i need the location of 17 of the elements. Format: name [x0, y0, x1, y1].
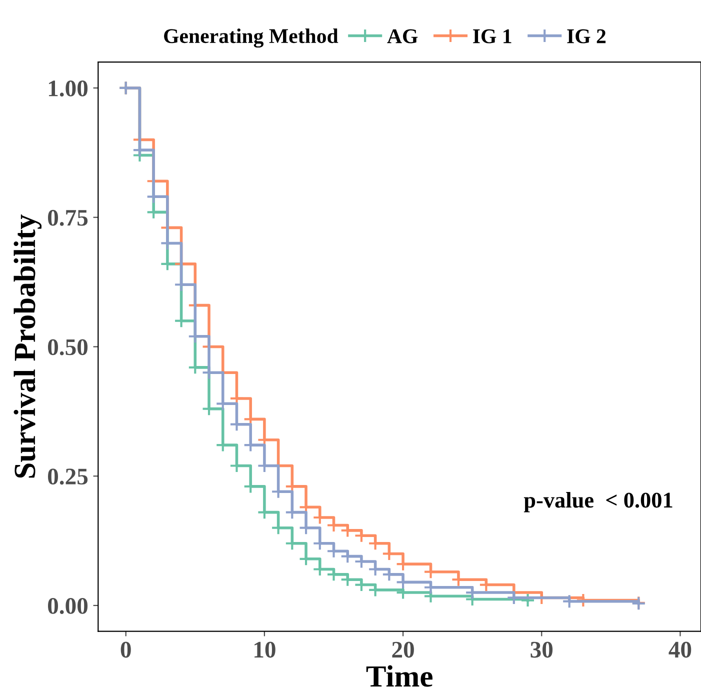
- x-tick-label: 30: [530, 642, 553, 658]
- x-axis-title: Time: [366, 665, 432, 687]
- y-tick-label: 1.00: [48, 80, 88, 97]
- x-tick-label: 0: [120, 642, 131, 658]
- x-tick-label: 20: [392, 642, 414, 658]
- y-axis-title: Survival Probability: [14, 214, 42, 478]
- y-tick-label: 0.50: [48, 339, 88, 356]
- y-tick-label: 0.75: [48, 210, 88, 226]
- legend-title: Generating Method: [164, 28, 338, 48]
- legend-label: AG: [387, 29, 418, 44]
- y-tick-label: 0.25: [48, 468, 88, 485]
- legend-label: IG 2: [567, 29, 606, 44]
- y-tick-label: 0.00: [48, 598, 88, 614]
- legend-label: IG 1: [473, 29, 512, 44]
- x-tick-label: 10: [254, 642, 276, 658]
- x-tick-label: 40: [668, 642, 692, 658]
- annotation: p-value < 0.001: [524, 492, 672, 512]
